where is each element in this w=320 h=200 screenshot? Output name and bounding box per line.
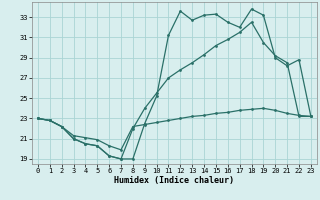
X-axis label: Humidex (Indice chaleur): Humidex (Indice chaleur) [115, 176, 234, 185]
